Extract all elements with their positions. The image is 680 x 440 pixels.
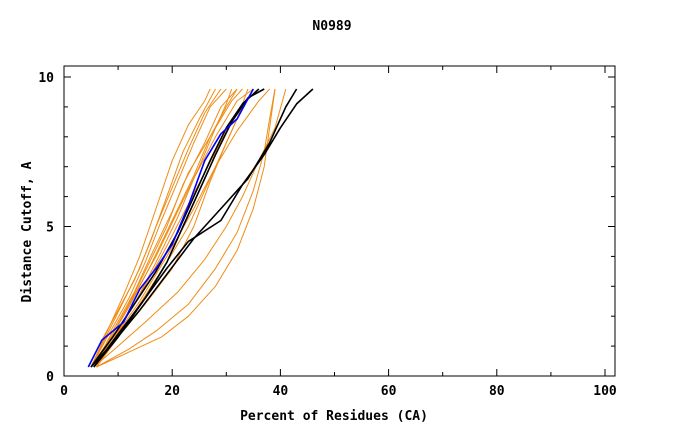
y-tick-label: 5 xyxy=(46,221,54,236)
series-line-orange-2 xyxy=(90,88,222,368)
y-tick-label: 0 xyxy=(46,370,54,385)
series-line-orange-4 xyxy=(93,88,238,368)
series-line-orange-14 xyxy=(90,88,233,368)
series-line-orange-15 xyxy=(93,88,238,368)
series-line-blue-1 xyxy=(87,88,255,368)
y-tick-label: 10 xyxy=(38,71,54,86)
x-tick-label: 100 xyxy=(593,384,617,399)
x-axis-label: Percent of Residues (CA) xyxy=(240,409,428,424)
x-tick-label: 20 xyxy=(164,384,180,399)
axis-ticks xyxy=(63,66,615,377)
series-line-orange-16 xyxy=(90,88,211,368)
x-tick-label: 60 xyxy=(381,384,397,399)
tick-labels: 0 20 40 60 80 100 0 5 10 xyxy=(38,71,617,399)
series-line-orange-3 xyxy=(90,88,227,368)
series-group xyxy=(87,88,314,368)
x-tick-label: 0 xyxy=(60,384,68,399)
series-line-orange-5 xyxy=(93,88,243,368)
y-axis-label: Distance Cutoff, A xyxy=(20,161,35,302)
series-line-black-4 xyxy=(93,88,265,368)
x-tick-label: 80 xyxy=(489,384,505,399)
series-line-orange-13 xyxy=(90,88,270,368)
series-line-orange-11 xyxy=(96,88,276,368)
x-tick-label: 40 xyxy=(273,384,289,399)
chart-title: N0989 xyxy=(312,19,351,34)
plot-frame xyxy=(63,65,616,377)
series-line-orange-12 xyxy=(93,88,287,368)
